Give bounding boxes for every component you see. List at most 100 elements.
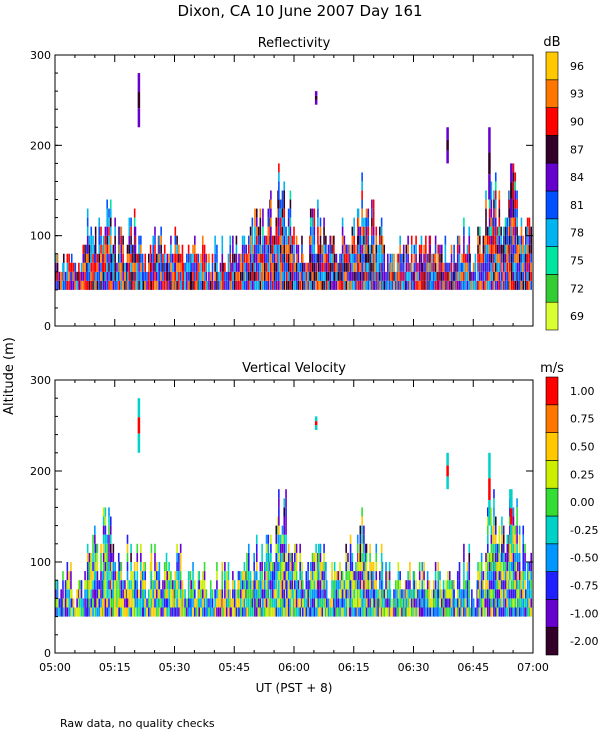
data-cell — [176, 253, 178, 263]
data-cell — [365, 571, 368, 581]
data-cell — [448, 580, 451, 590]
data-cell — [126, 562, 129, 572]
data-cell — [353, 262, 355, 272]
data-cell — [80, 580, 83, 590]
data-cell — [518, 543, 521, 553]
aloft-return — [510, 198, 513, 218]
data-cell — [512, 543, 515, 553]
data-cell — [402, 262, 405, 272]
data-cell — [363, 280, 365, 290]
data-cell — [55, 607, 57, 617]
data-cell — [190, 607, 193, 617]
data-cell — [246, 580, 248, 590]
data-cell — [279, 543, 282, 553]
data-cell — [247, 607, 250, 617]
data-cell — [224, 271, 226, 281]
data-cell — [72, 271, 75, 281]
data-cell — [86, 244, 88, 254]
data-cell — [439, 271, 441, 281]
data-cell — [486, 516, 489, 526]
data-cell — [331, 607, 333, 617]
data-cell — [355, 271, 357, 281]
data-cell — [357, 271, 360, 281]
data-cell — [171, 280, 174, 290]
data-cell — [197, 253, 200, 263]
data-cell — [391, 607, 393, 617]
data-cell — [92, 552, 94, 562]
data-cell — [357, 598, 360, 608]
data-cell — [246, 598, 248, 608]
data-cell — [409, 280, 411, 290]
data-cell — [486, 244, 489, 254]
data-cell — [232, 280, 234, 290]
data-cell — [247, 235, 250, 245]
data-cell — [357, 262, 360, 272]
data-cell — [388, 598, 391, 608]
data-cell — [241, 235, 244, 245]
data-cell — [520, 280, 523, 290]
aloft-return — [488, 500, 491, 526]
data-cell — [78, 271, 81, 281]
data-cell — [104, 607, 107, 617]
data-cell — [168, 598, 170, 608]
data-cell — [482, 580, 485, 590]
data-cell — [178, 580, 180, 590]
data-cell — [102, 598, 105, 608]
data-cell — [163, 253, 166, 263]
data-cell — [190, 589, 193, 599]
data-cell — [148, 253, 150, 263]
data-cell — [136, 562, 139, 572]
data-cell — [486, 562, 489, 572]
data-cell — [267, 244, 270, 254]
data-cell — [299, 589, 301, 599]
data-cell — [229, 244, 232, 254]
data-cell — [379, 280, 381, 290]
y-tick-label: 100 — [30, 230, 51, 243]
data-cell — [371, 607, 373, 617]
data-cell — [367, 217, 370, 227]
colorbar-swatch — [545, 376, 559, 406]
data-cell — [170, 280, 172, 290]
data-cell — [309, 253, 312, 263]
data-cell — [516, 498, 518, 508]
data-cell — [118, 235, 121, 245]
data-cell — [273, 562, 276, 572]
data-cell — [102, 571, 105, 581]
x-tick-label: 06:45 — [457, 661, 489, 674]
data-cell — [463, 580, 465, 590]
data-cell — [339, 589, 341, 599]
data-cell — [369, 562, 371, 572]
data-cell — [259, 208, 262, 218]
data-cell — [463, 280, 465, 290]
data-cell — [485, 589, 487, 599]
data-cell — [270, 280, 272, 290]
data-cell — [341, 280, 344, 290]
data-cell — [55, 271, 57, 281]
data-cell — [369, 280, 371, 290]
colorbar-swatch — [545, 274, 559, 303]
data-cell — [142, 262, 145, 272]
data-cell — [84, 244, 86, 254]
data-cell — [394, 580, 397, 590]
data-cell — [278, 571, 280, 581]
data-cell — [64, 280, 67, 290]
data-cell — [130, 262, 132, 272]
data-cell — [283, 580, 286, 590]
data-cell — [60, 598, 62, 608]
data-cell — [224, 280, 226, 290]
data-cell — [128, 262, 131, 272]
data-cell — [100, 244, 102, 254]
data-cell — [232, 580, 234, 590]
data-cell — [219, 280, 222, 290]
data-cell — [100, 598, 102, 608]
data-cell — [299, 580, 301, 590]
data-cell — [472, 262, 475, 272]
data-cell — [510, 552, 513, 562]
data-cell — [372, 598, 375, 608]
data-cell — [315, 580, 317, 590]
data-cell — [195, 607, 198, 617]
data-cell — [493, 253, 495, 263]
data-cell — [86, 253, 88, 263]
colorbar-swatch — [545, 135, 559, 164]
data-cell — [279, 271, 282, 281]
